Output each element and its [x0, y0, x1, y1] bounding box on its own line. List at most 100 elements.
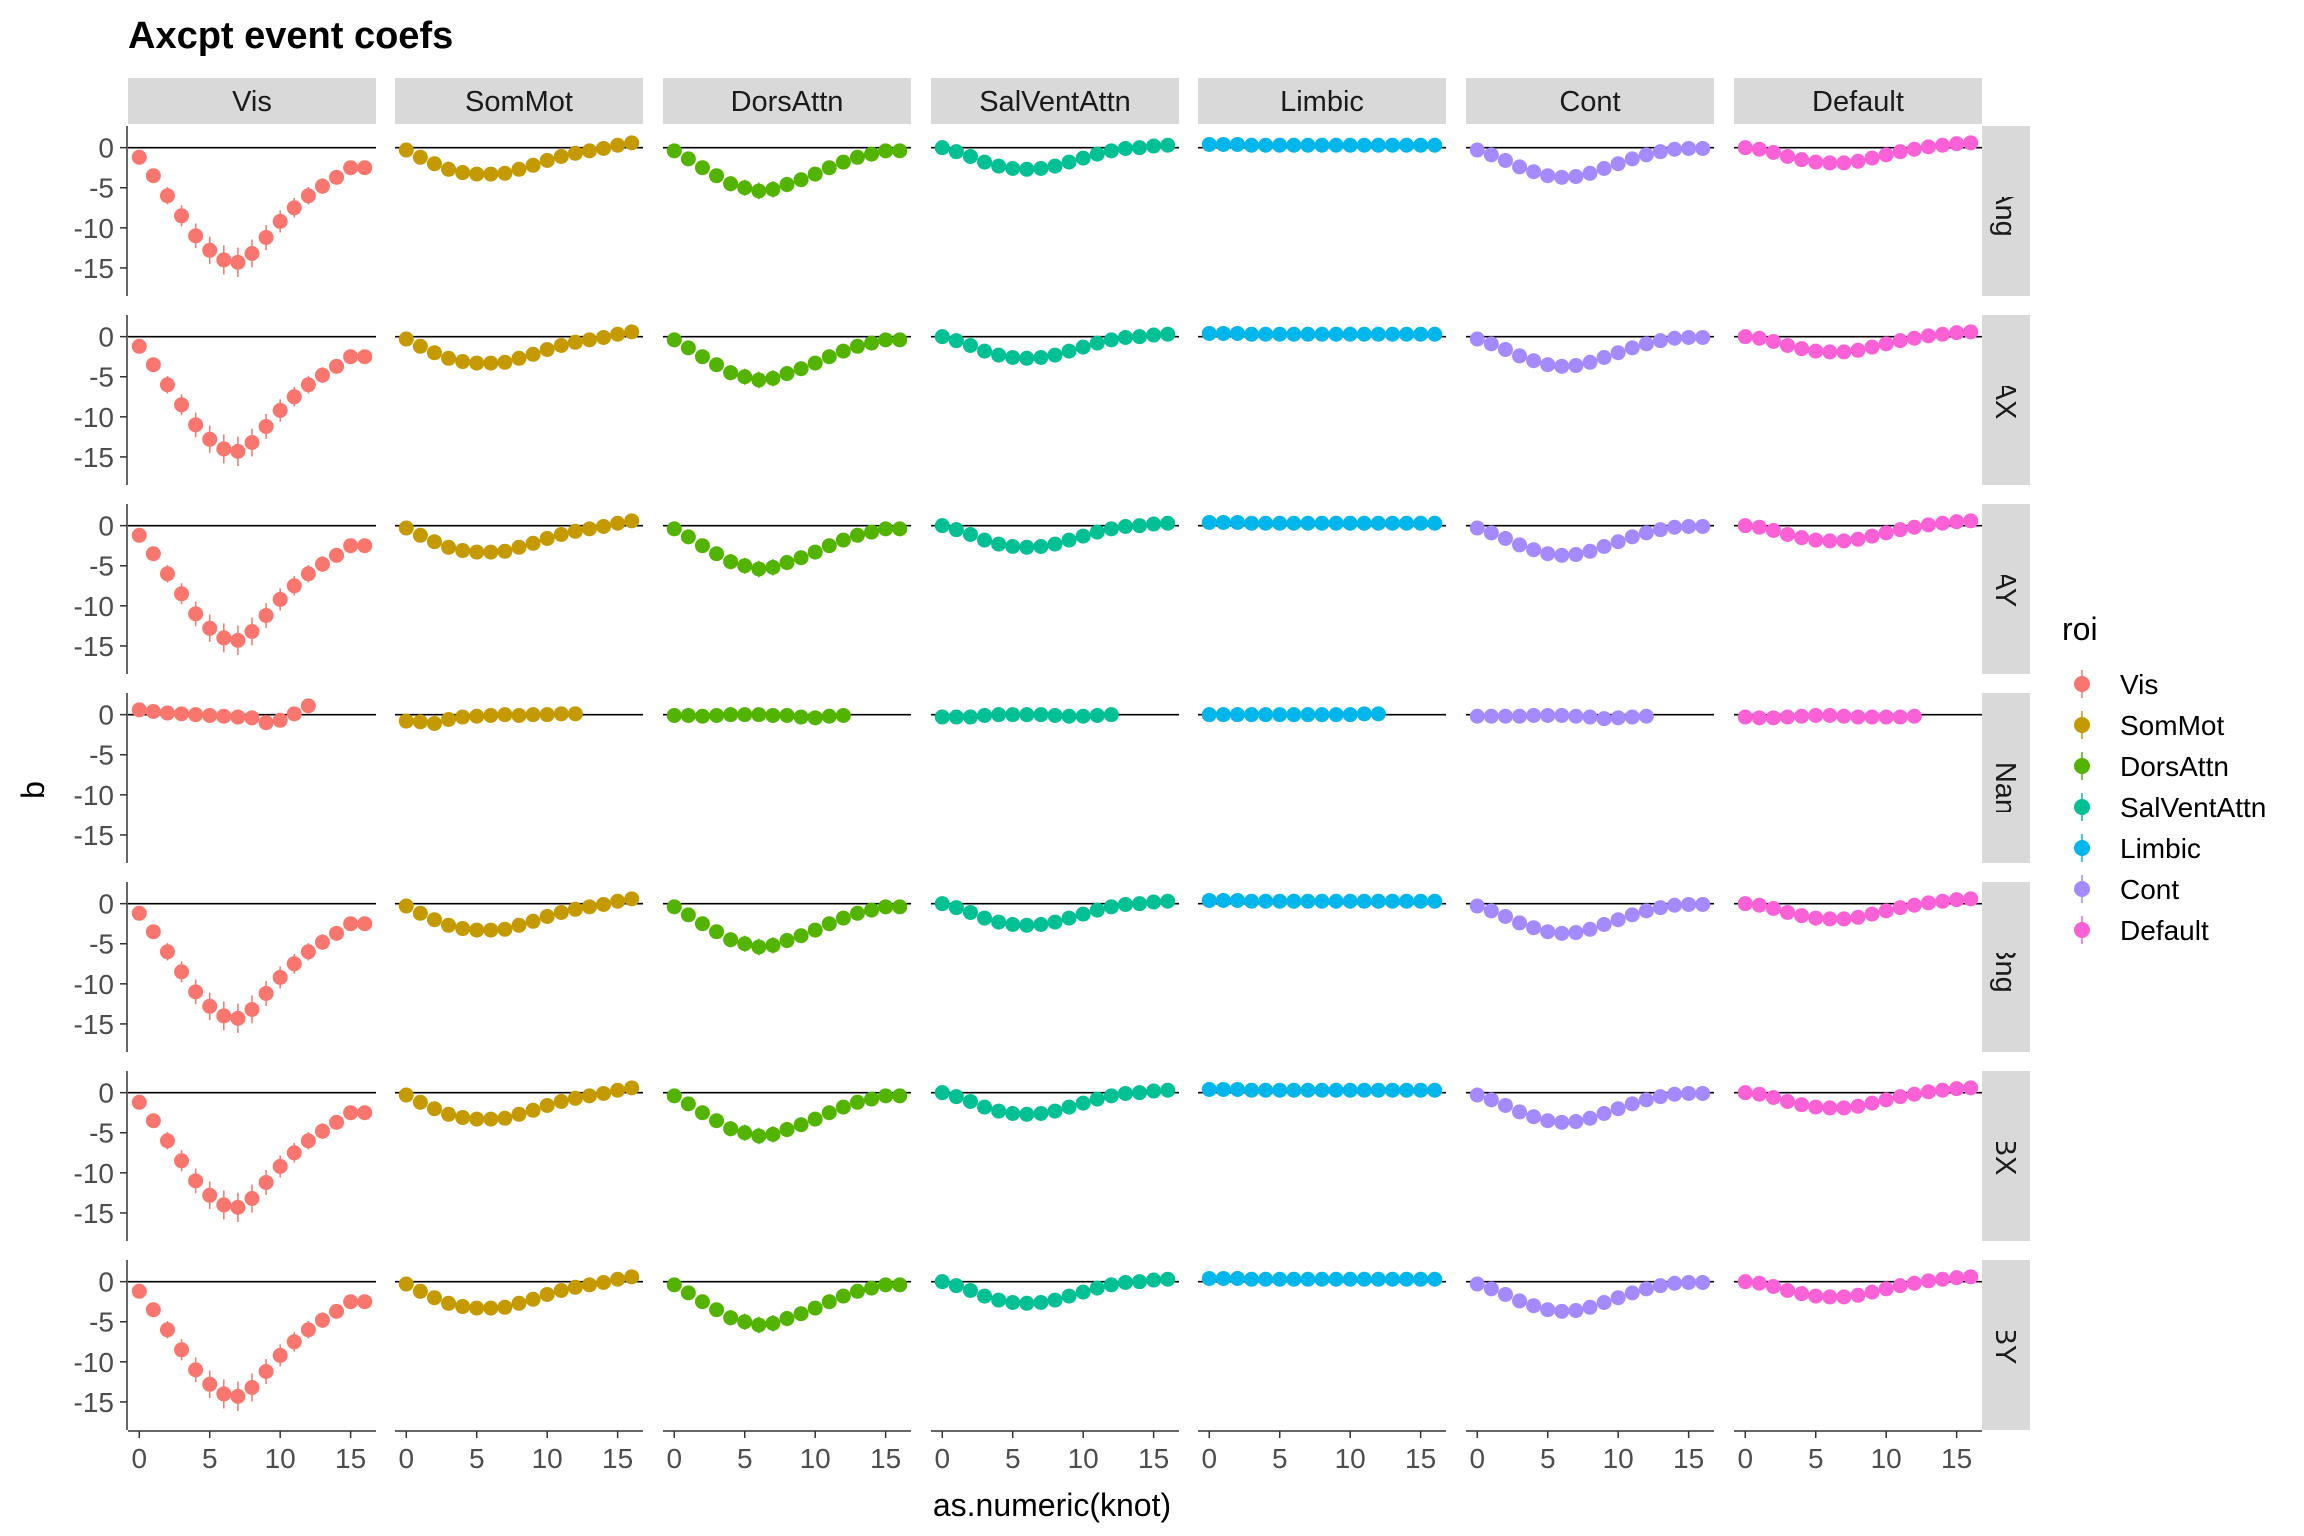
data-point	[1272, 707, 1288, 723]
data-point	[1427, 893, 1443, 909]
data-point	[1272, 1082, 1288, 1098]
legend-label: SalVentAttn	[2120, 792, 2266, 823]
data-point	[1554, 707, 1570, 723]
legend-key-point	[2074, 922, 2090, 938]
data-point	[737, 936, 753, 952]
data-point	[1596, 539, 1612, 554]
data-point	[1765, 1089, 1781, 1105]
data-point	[1061, 708, 1077, 724]
data-point	[948, 522, 964, 538]
data-point	[1384, 515, 1400, 531]
data-point	[1497, 1286, 1513, 1302]
data-point	[1850, 1098, 1866, 1114]
y-tick-label: -5	[89, 929, 114, 960]
data-point	[1342, 515, 1358, 531]
panel-ay-sommot	[395, 513, 643, 560]
data-point	[398, 1276, 414, 1292]
data-point	[948, 144, 964, 160]
data-point	[1836, 533, 1852, 549]
data-point	[188, 1362, 204, 1378]
data-point	[553, 1282, 569, 1298]
data-point	[1061, 1288, 1077, 1304]
data-point	[1963, 135, 1979, 151]
data-point	[1146, 1272, 1162, 1288]
data-point	[596, 329, 612, 345]
data-point	[1949, 1081, 1965, 1097]
data-point	[1878, 147, 1894, 163]
data-point	[412, 338, 428, 354]
data-point	[497, 921, 513, 937]
data-point	[1935, 1271, 1951, 1287]
data-point	[765, 181, 781, 197]
data-point	[1737, 1085, 1753, 1101]
panel-ang-default	[1734, 135, 1982, 171]
data-point	[1652, 333, 1668, 349]
data-point	[807, 710, 823, 726]
panel-by-vis	[128, 1280, 376, 1412]
data-point	[1949, 136, 1965, 152]
data-point	[1667, 897, 1683, 913]
data-point	[1483, 903, 1499, 919]
data-point	[864, 902, 880, 918]
row-strip-label-bx: BX	[1989, 1137, 2021, 1176]
data-point	[1878, 709, 1894, 725]
data-point	[1286, 893, 1302, 909]
data-point	[723, 932, 739, 948]
data-point	[1892, 1089, 1908, 1105]
data-point	[610, 1082, 626, 1098]
data-point	[300, 1322, 316, 1338]
data-point	[1160, 326, 1176, 342]
data-point	[680, 340, 696, 356]
data-point	[441, 711, 457, 727]
data-point	[666, 143, 682, 159]
data-point	[1497, 908, 1513, 924]
data-point	[1610, 345, 1626, 361]
strip-vis	[128, 78, 376, 124]
data-point	[426, 912, 442, 928]
data-point	[1132, 1085, 1148, 1101]
data-point	[1850, 909, 1866, 925]
data-point	[737, 369, 753, 385]
data-point	[258, 1363, 274, 1379]
data-point	[1667, 1086, 1683, 1102]
legend-key-point	[2074, 758, 2090, 774]
data-point	[1384, 893, 1400, 909]
data-point	[991, 914, 1007, 930]
legend-key-point	[2074, 840, 2090, 856]
legend-item-sommot: SomMot	[2074, 710, 2224, 741]
data-point	[1160, 515, 1176, 531]
data-point	[1469, 1276, 1485, 1292]
data-point	[230, 709, 246, 725]
data-point	[412, 1094, 428, 1110]
data-point	[1033, 350, 1049, 365]
data-point	[230, 632, 246, 648]
data-point	[1624, 1285, 1640, 1301]
data-point	[145, 1302, 161, 1318]
data-point	[1751, 1086, 1767, 1102]
data-point	[1963, 1080, 1979, 1096]
data-point	[188, 228, 204, 244]
data-point	[1384, 326, 1400, 342]
panel-bng-vis	[128, 902, 376, 1034]
data-point	[835, 532, 851, 548]
data-point	[1075, 150, 1091, 166]
data-point	[300, 944, 316, 960]
row-strip-by	[1982, 1260, 2030, 1430]
strip-sommot	[395, 78, 643, 124]
data-point	[1075, 1095, 1091, 1111]
data-point	[1920, 895, 1936, 911]
data-point	[159, 566, 175, 582]
data-point	[779, 707, 795, 723]
data-point	[244, 1002, 260, 1017]
data-point	[553, 526, 569, 542]
panel-ax-limbic	[1198, 325, 1446, 342]
data-point	[962, 709, 978, 725]
data-point	[1638, 147, 1654, 163]
data-point	[188, 984, 204, 1000]
data-point	[314, 178, 330, 194]
y-tick-label: 0	[98, 322, 114, 353]
data-point	[553, 337, 569, 353]
data-point	[1554, 169, 1570, 185]
data-point	[455, 709, 471, 725]
data-point	[1624, 907, 1640, 923]
